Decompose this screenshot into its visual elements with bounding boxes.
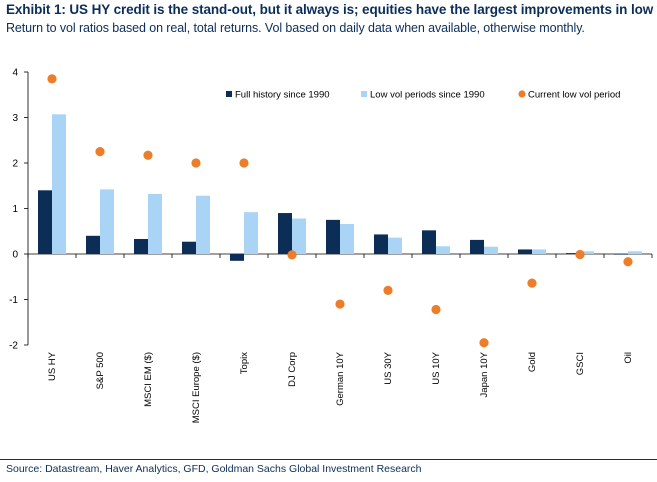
bar-full-history [566, 253, 580, 254]
x-tick-label: US HY [47, 351, 58, 381]
bar-full-history [134, 238, 148, 254]
x-tick-label: MSCI Europe ($) [191, 352, 202, 423]
bar-full-history [38, 190, 52, 254]
x-tick-label: MSCI EM ($) [143, 352, 154, 407]
bar-low-vol [388, 237, 402, 254]
chart-dots [47, 74, 633, 348]
dot-current-low-vol [191, 158, 201, 168]
y-tick-label: 3 [12, 113, 18, 124]
x-tick-label: Oil [623, 352, 634, 364]
bar-low-vol [484, 246, 498, 254]
x-tick-label: Topix [239, 352, 250, 374]
bar-low-vol [52, 114, 66, 254]
bar-low-vol [340, 223, 354, 254]
y-tick-label: 1 [12, 204, 18, 215]
y-tick-label: 2 [12, 159, 18, 170]
bar-full-history [518, 249, 532, 254]
dot-current-low-vol [239, 158, 249, 168]
bar-full-history [374, 234, 388, 254]
chart-title: Exhibit 1: US HY credit is the stand-out… [6, 2, 657, 17]
legend-label: Full history since 1990 [235, 90, 330, 101]
dot-current-low-vol [95, 147, 105, 157]
dot-current-low-vol [47, 74, 57, 84]
dot-current-low-vol [287, 250, 297, 260]
bar-full-history [230, 254, 244, 261]
chart-area: US HY S&P 500 MSCI EM ($) MSCI Europe ($) To… [9, 68, 653, 423]
x-axis-labels: US HY S&P 500 MSCI EM ($) MSCI Europe ($) To… [47, 351, 634, 423]
legend-swatch-low-vol [361, 91, 367, 97]
y-tick-label: 0 [12, 250, 18, 261]
footer-rule [0, 459, 657, 460]
bar-full-history [278, 213, 292, 254]
bar-low-vol [292, 218, 306, 254]
bar-full-history [86, 235, 100, 254]
bar-full-history [614, 254, 628, 255]
x-tick-label: Japan 10Y [479, 351, 490, 397]
dot-current-low-vol [479, 338, 489, 348]
chart-bars [38, 114, 642, 261]
dot-current-low-vol [623, 257, 633, 267]
bar-low-vol [196, 195, 210, 254]
legend-label: Current low vol period [528, 90, 620, 101]
chart-subtitle: Return to vol ratios based on real, tota… [6, 21, 585, 35]
bar-low-vol [532, 249, 546, 254]
x-tick-label: US 10Y [431, 351, 442, 384]
dot-current-low-vol [527, 278, 537, 288]
dot-current-low-vol [383, 285, 393, 295]
chart-legend: Full history since 1990 Low vol periods s… [226, 90, 620, 101]
legend-label: Low vol periods since 1990 [370, 90, 485, 101]
y-tick-label: -1 [9, 295, 18, 306]
bar-full-history [470, 239, 484, 254]
y-axis-labels: -2 -1 0 1 2 3 4 [9, 68, 18, 352]
dot-current-low-vol [143, 150, 153, 160]
bar-full-history [422, 230, 436, 254]
bar-low-vol [436, 246, 450, 254]
legend-swatch-full-history [226, 91, 232, 97]
x-tick-label: Gold [527, 352, 538, 372]
bar-low-vol [580, 251, 594, 254]
bar-low-vol [628, 251, 642, 254]
bar-low-vol [148, 193, 162, 254]
dot-current-low-vol [335, 299, 345, 309]
dot-current-low-vol [431, 304, 441, 315]
x-tick-label: German 10Y [335, 351, 346, 406]
x-tick-label: US 30Y [383, 351, 394, 384]
legend-swatch-current [518, 90, 526, 98]
source-note: Source: Datastream, Haver Analytics, GFD… [6, 463, 422, 475]
bar-low-vol [100, 189, 114, 254]
y-tick-label: -2 [9, 341, 18, 352]
x-tick-label: GSCI [575, 352, 586, 375]
dot-current-low-vol [575, 249, 585, 260]
x-tick-label: DJ Corp [287, 352, 298, 387]
bar-low-vol [244, 212, 258, 254]
bar-full-history [182, 241, 196, 254]
bar-full-history [326, 219, 340, 254]
x-tick-label: S&P 500 [95, 352, 106, 389]
y-tick-label: 4 [12, 68, 18, 79]
